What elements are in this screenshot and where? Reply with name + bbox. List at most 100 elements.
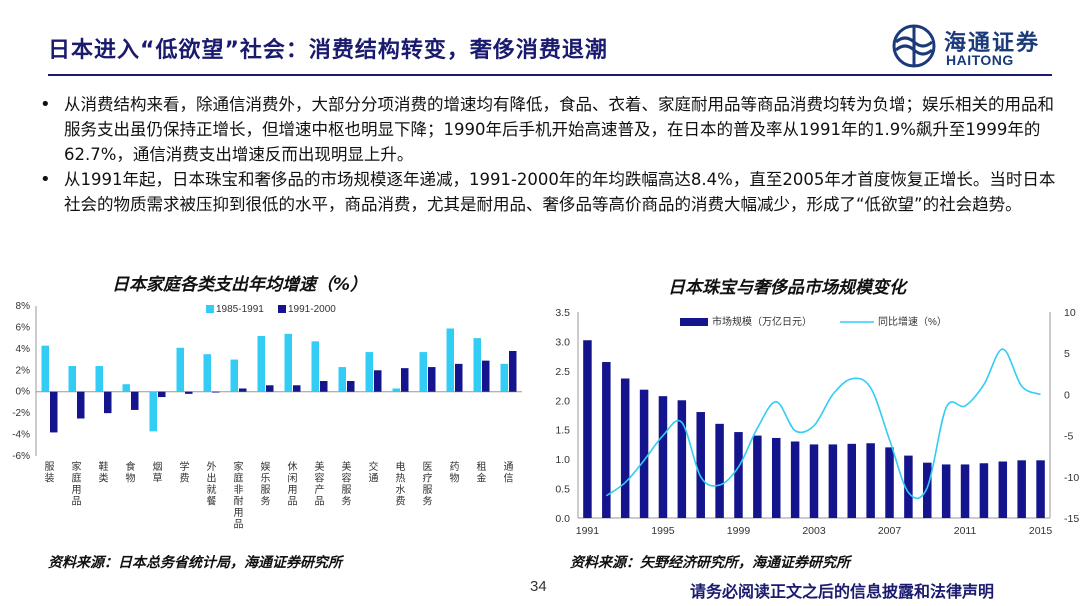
- left-y-tick-label: 2.5: [555, 366, 570, 378]
- x-tick-label: 1999: [727, 525, 751, 537]
- right-y-tick-label: -5: [1064, 431, 1073, 443]
- x-tick-label: 服: [423, 484, 433, 496]
- right-y-tick-label: 10: [1064, 307, 1076, 319]
- bar-1985-1991: [473, 338, 481, 392]
- bar-1991-2000: [509, 351, 517, 392]
- bar-1991-2000: [266, 385, 274, 392]
- spending-growth-chart: 8%6%4%2%0%-2%-4%-6%服装家庭用品鞋类食物烟草学费外出就餐家庭非…: [12, 301, 522, 531]
- x-tick-label: 租: [477, 460, 487, 473]
- legend-label-market-size: 市场规模（万亿日元）: [712, 315, 812, 328]
- x-tick-label: 容: [342, 472, 352, 485]
- x-tick-label: 庭: [234, 472, 244, 485]
- left-chart-source: 资料来源：日本总务省统计局，海通证券研究所: [48, 555, 342, 571]
- market-size-bar: [771, 437, 781, 518]
- x-tick-label: 美: [315, 460, 325, 473]
- x-tick-label: 家: [234, 460, 244, 473]
- x-tick-label: 学: [180, 460, 190, 473]
- market-size-bar: [639, 389, 649, 518]
- bar-1991-2000: [131, 391, 139, 410]
- x-tick-label: 金: [477, 472, 487, 485]
- x-tick-label: 交: [369, 460, 379, 473]
- legend-label-growth: 同比增速（%）: [878, 315, 947, 328]
- x-tick-label: 品: [288, 496, 298, 508]
- x-tick-label: 娱: [261, 460, 271, 473]
- right-chart-source: 资料来源：矢野经济研究所，海通证券研究所: [570, 555, 850, 571]
- bar-1985-1991: [446, 328, 454, 392]
- x-tick-label: 容: [315, 472, 325, 485]
- bar-1985-1991: [149, 391, 157, 432]
- x-tick-label: 1995: [651, 525, 675, 537]
- market-size-bar: [658, 396, 668, 518]
- bar-1985-1991: [257, 336, 265, 392]
- bar-1985-1991: [311, 341, 319, 392]
- market-size-bar: [790, 441, 800, 518]
- market-size-bar: [979, 463, 989, 518]
- bullet-text-2: 从1991年起，日本珠宝和奢侈品的市场规模逐年递减，1991-2000年的年均跌…: [64, 170, 1056, 214]
- x-tick-label: 物: [126, 472, 136, 485]
- market-size-bar: [998, 461, 1008, 518]
- left-y-tick-label: 3.0: [555, 336, 570, 348]
- bar-1991-2000: [428, 367, 436, 392]
- x-tick-label: 务: [261, 495, 271, 508]
- x-tick-label: 美: [342, 460, 352, 473]
- left-y-tick-label: 1.0: [555, 454, 570, 466]
- luxury-market-chart: 3.5 3.0 2.5 2.0 1.5 1.0 0.5 0.0 10 5 0 -5 -10 -15 1991…: [555, 307, 1079, 537]
- page-title: 日本进入“低欲望”社会：消费结构转变，奢侈消费退潮: [48, 38, 608, 63]
- title-divider: [48, 74, 1052, 76]
- x-tick-label: 耐: [234, 495, 244, 508]
- x-tick-label: 药: [450, 461, 460, 473]
- y-tick-label: -4%: [12, 430, 30, 441]
- y-tick-label: 4%: [16, 344, 31, 355]
- left-y-tick-label: 0.5: [555, 484, 570, 496]
- bar-1985-1991: [95, 366, 103, 392]
- x-tick-label: 1991: [576, 525, 600, 537]
- bar-1985-1991: [392, 388, 400, 392]
- bar-1991-2000: [401, 368, 409, 392]
- page-number: 34: [530, 578, 547, 595]
- bar-1985-1991: [419, 352, 427, 392]
- x-tick-label: 外: [207, 461, 217, 473]
- market-size-bar: [828, 444, 838, 518]
- x-tick-label: 休: [288, 461, 298, 473]
- x-tick-label: 服: [45, 461, 55, 473]
- bar-1991-2000: [347, 381, 355, 392]
- haitong-logo: 海通证券 HAITONG: [890, 22, 1050, 72]
- right-y-tick-label: -15: [1064, 513, 1079, 525]
- market-size-bar: [696, 412, 705, 518]
- logo-text-cn: 海通证券: [944, 30, 1041, 56]
- x-tick-label: 非: [234, 484, 244, 496]
- logo-text-en: HAITONG: [946, 52, 1014, 68]
- x-tick-label: 通: [504, 461, 514, 473]
- x-tick-label: 服: [261, 484, 271, 496]
- left-y-tick-label: 0.0: [555, 513, 570, 525]
- x-tick-label: 费: [396, 495, 406, 508]
- x-tick-label: 2015: [1029, 525, 1053, 537]
- x-tick-label: 家: [72, 460, 82, 473]
- market-size-bar: [583, 340, 592, 518]
- bar-1985-1991: [203, 354, 211, 392]
- market-size-bar: [753, 435, 762, 518]
- bullet-item-2: • 从1991年起，日本珠宝和奢侈品的市场规模逐年递减，1991-2000年的年…: [36, 167, 1056, 217]
- x-tick-label: 庭: [72, 472, 82, 485]
- x-tick-label: 2003: [802, 525, 826, 537]
- bar-1985-1991: [284, 333, 292, 392]
- bullet-list: • 从消费结构来看，除通信消费外，大部分分项消费的增速均有降低，食品、衣着、家庭…: [36, 92, 1056, 217]
- x-tick-label: 服: [342, 484, 352, 496]
- bullet-dot: •: [40, 94, 51, 115]
- x-tick-label: 品: [315, 496, 325, 508]
- y-tick-label: 0%: [16, 387, 31, 398]
- bar-1985-1991: [338, 367, 346, 392]
- market-size-bar: [602, 362, 611, 518]
- market-size-bar: [809, 444, 819, 518]
- bar-1991-2000: [320, 381, 328, 392]
- bar-1991-2000: [77, 391, 85, 419]
- x-tick-label: 2011: [954, 525, 977, 537]
- y-tick-label: 2%: [16, 365, 31, 376]
- x-tick-label: 用: [72, 485, 82, 496]
- bar-1991-2000: [158, 391, 166, 398]
- x-tick-label: 食: [126, 460, 136, 473]
- x-tick-label: 用: [288, 485, 298, 496]
- right-y-tick-label: 0: [1064, 389, 1070, 401]
- growth-rate-line: [605, 348, 1041, 500]
- bar-1991-2000: [482, 360, 490, 392]
